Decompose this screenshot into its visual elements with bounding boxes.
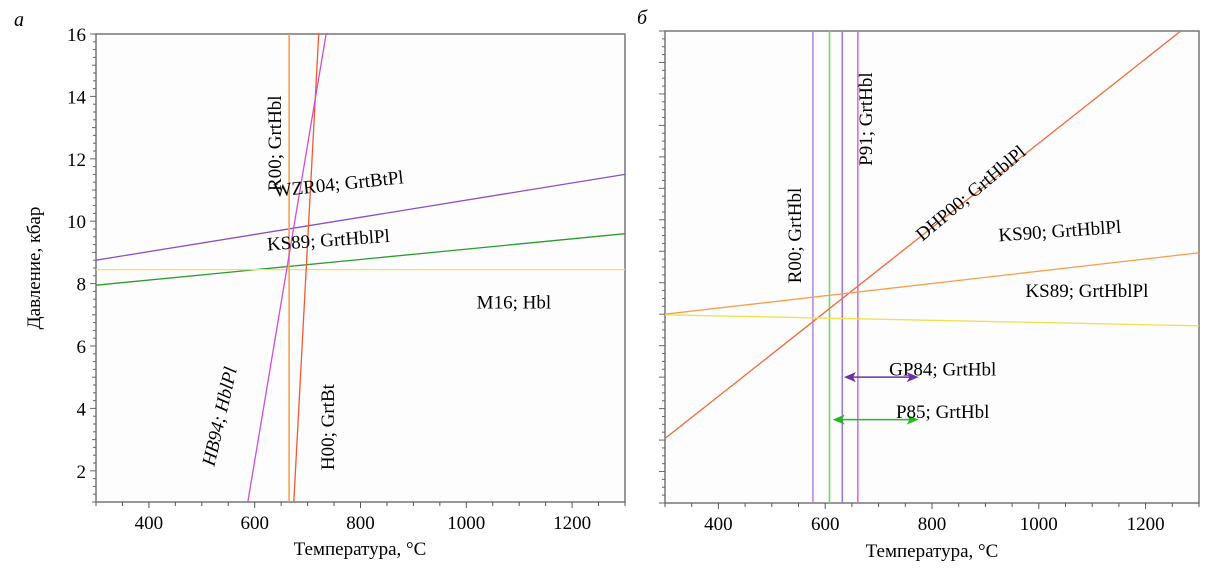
series-lines-b — [665, 31, 1199, 503]
axis-ticks-a: 400 600 800 1000 1200 2 4 6 8 10 12 14 16 — [67, 25, 626, 534]
x-axis-title-a: Температура, °C — [294, 539, 427, 560]
line-label: KS89; GrtHblPl — [1025, 281, 1148, 302]
x-tick-label: 800 — [918, 514, 947, 535]
plot-area-a — [95, 33, 626, 503]
y-tick-label: 12 — [67, 150, 86, 171]
y-tick-label: 14 — [67, 87, 87, 108]
panel-label-a: а — [14, 9, 24, 31]
y-tick-label: 4 — [77, 399, 87, 420]
x-tick-label: 1200 — [553, 513, 591, 534]
x-tick-label: 600 — [811, 514, 840, 535]
series-line-hb94 — [247, 34, 327, 502]
series-line-ks89 — [96, 233, 625, 286]
y-axis-title-a: Давление, кбар — [24, 207, 45, 330]
series-lines-a — [96, 34, 625, 502]
line-label: GP84; GrtHbl — [889, 360, 996, 381]
line-label: P91; GrtHbl — [856, 72, 877, 165]
x-tick-label: 600 — [240, 513, 269, 534]
line-label: M16; Hbl — [477, 293, 551, 314]
series-line-h00 — [293, 34, 320, 502]
panel-label-b: б — [637, 7, 648, 29]
y-tick-label: 6 — [77, 337, 87, 358]
axis-ticks-b: 400 600 800 1000 1200 — [659, 30, 1200, 535]
x-tick-label: 1200 — [1127, 514, 1165, 535]
y-tick-label: 2 — [77, 462, 87, 483]
y-tick-label: 8 — [77, 275, 87, 296]
series-line-ks89 — [665, 314, 1199, 327]
line-label: P85; GrtHbl — [896, 402, 989, 423]
series-line-wzr04 — [96, 173, 625, 261]
line-label: H00; GrtBt — [318, 383, 339, 470]
line-label: R00; GrtHbl — [265, 95, 286, 191]
series-line-dhp00 — [665, 31, 1182, 440]
GP84-arrow — [843, 372, 919, 383]
y-tick-label: 10 — [67, 212, 86, 233]
x-axis-title-b: Температура, °C — [866, 541, 999, 562]
y-tick-label: 16 — [67, 25, 86, 46]
panel-a: а 400 600 800 1000 1200 2 4 6 8 10 12 14 16 R00; Grt… — [14, 9, 626, 560]
line-label: R00; GrtHbl — [785, 188, 806, 284]
x-tick-label: 400 — [135, 513, 164, 534]
panel-b: б 400 600 800 1000 1200 R00; GrtHbl P91; GrtH… — [637, 7, 1200, 562]
plot-area-b — [664, 30, 1200, 504]
series-line-ks90 — [665, 252, 1199, 315]
P85-arrow — [832, 414, 919, 425]
x-tick-label: 1000 — [1020, 514, 1058, 535]
x-tick-label: 400 — [704, 514, 733, 535]
x-tick-label: 1000 — [447, 513, 485, 534]
x-tick-label: 800 — [346, 513, 375, 534]
